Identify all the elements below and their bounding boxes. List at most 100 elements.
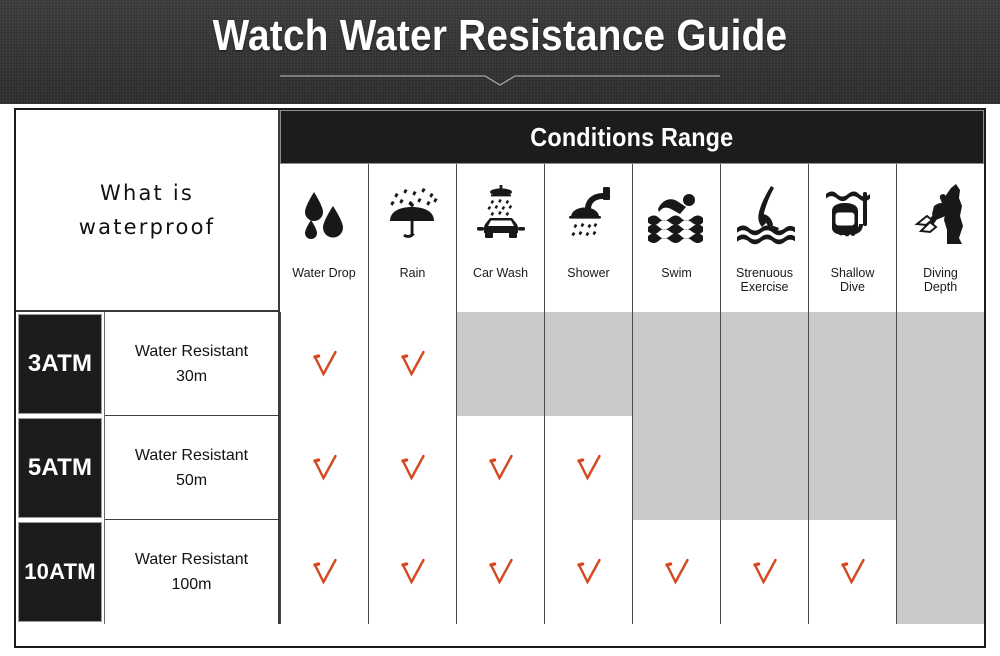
rating-badge: 5ATM bbox=[18, 418, 102, 518]
description-line-2: 30m bbox=[175, 368, 208, 385]
corner-title: What is waterproof bbox=[79, 176, 215, 244]
mark-cell-car-wash bbox=[456, 312, 544, 416]
mark-cell-rain bbox=[368, 312, 456, 416]
mark-cell-rain bbox=[368, 520, 456, 624]
condition-columns-header: Water Drop bbox=[280, 164, 984, 312]
column-header-label: Shallow Dive bbox=[809, 266, 897, 294]
mark-cell-swim bbox=[632, 416, 720, 520]
mark-cell-shower bbox=[544, 312, 632, 416]
orange-check-mark-icon bbox=[752, 558, 778, 586]
description-line-1: Water Resistant bbox=[134, 551, 249, 568]
label-line-1: Diving bbox=[923, 266, 958, 280]
column-header-shower: Shower bbox=[544, 164, 632, 312]
car-wash-icon bbox=[457, 164, 545, 266]
mark-cell-shallow-dive bbox=[808, 416, 896, 520]
column-header-diving-depth: Diving Depth bbox=[896, 164, 984, 312]
mark-cell-swim bbox=[632, 520, 720, 624]
label-line-1: Shallow bbox=[830, 266, 875, 280]
label-line-1: Water Drop bbox=[292, 266, 356, 280]
guide-sheet: What is waterproof Conditions Range bbox=[0, 104, 1000, 656]
snorkel-mask-icon bbox=[809, 164, 897, 266]
description-cell: Water Resistant 50m bbox=[104, 416, 280, 520]
label-line-2: Depth bbox=[923, 280, 958, 294]
column-header-label: Diving Depth bbox=[897, 266, 985, 294]
column-header-rain: Rain bbox=[368, 164, 456, 312]
label-line-1: Shower bbox=[567, 266, 610, 280]
orange-check-mark-icon bbox=[664, 558, 690, 586]
scuba-diver-cliff-icon bbox=[897, 164, 985, 266]
mark-cell-shower bbox=[544, 416, 632, 520]
mark-cell-diving-depth bbox=[896, 312, 984, 416]
orange-check-mark-icon bbox=[312, 558, 338, 586]
mark-cell-water-drop bbox=[280, 312, 368, 416]
rating-cell: 5ATM bbox=[16, 416, 104, 520]
rating-cell: 10ATM bbox=[16, 520, 104, 624]
label-line-2: Dive bbox=[839, 280, 865, 294]
mark-cell-rain bbox=[368, 416, 456, 520]
mark-cell-diving-depth bbox=[896, 416, 984, 520]
mark-cell-shallow-dive bbox=[808, 312, 896, 416]
label-line-2: Exercise bbox=[740, 280, 789, 294]
water-resistance-table: What is waterproof Conditions Range bbox=[14, 108, 986, 648]
mark-cell-strenuous-exercise bbox=[720, 416, 808, 520]
diver-entering-water-icon bbox=[721, 164, 809, 266]
column-header-car-wash: Car Wash bbox=[456, 164, 544, 312]
umbrella-rain-icon bbox=[369, 164, 457, 266]
table-row: 5ATM Water Resistant 50m bbox=[16, 416, 984, 520]
corner-title-line-1: What is bbox=[99, 181, 195, 205]
column-header-label: Car Wash bbox=[457, 266, 545, 280]
column-header-water-drop: Water Drop bbox=[280, 164, 368, 312]
table-row: 10ATM Water Resistant 100m bbox=[16, 520, 984, 624]
description-line-2: 50m bbox=[175, 472, 208, 489]
table-row: 3ATM Water Resistant 30m bbox=[16, 312, 984, 416]
shower-head-icon bbox=[545, 164, 633, 266]
corner-title-line-2: waterproof bbox=[78, 215, 216, 239]
label-line-1: Car Wash bbox=[472, 266, 529, 280]
orange-check-mark-icon bbox=[488, 558, 514, 586]
header-divider bbox=[280, 72, 720, 86]
orange-check-mark-icon bbox=[576, 454, 602, 482]
mark-cell-car-wash bbox=[456, 416, 544, 520]
column-header-label: Rain bbox=[369, 266, 457, 280]
description-cell: Water Resistant 100m bbox=[104, 520, 280, 624]
mark-cell-strenuous-exercise bbox=[720, 520, 808, 624]
mark-cell-car-wash bbox=[456, 520, 544, 624]
mark-cell-water-drop bbox=[280, 416, 368, 520]
orange-check-mark-icon bbox=[400, 454, 426, 482]
description-cell: Water Resistant 30m bbox=[104, 312, 280, 416]
rating-badge: 10ATM bbox=[18, 522, 102, 622]
table-corner-cell: What is waterproof bbox=[16, 110, 280, 312]
column-header-swim: Swim bbox=[632, 164, 720, 312]
mark-cell-water-drop bbox=[280, 520, 368, 624]
rating-badge: 3ATM bbox=[18, 314, 102, 414]
table-body: 3ATM Water Resistant 30m bbox=[16, 312, 984, 646]
label-line-1: Swim bbox=[661, 266, 692, 280]
label-line-1: Rain bbox=[399, 266, 426, 280]
rating-cell: 3ATM bbox=[16, 312, 104, 416]
orange-check-mark-icon bbox=[312, 350, 338, 378]
conditions-range-band: Conditions Range bbox=[280, 110, 984, 164]
page-title: Watch Water Resistance Guide bbox=[212, 11, 788, 60]
mark-cell-shallow-dive bbox=[808, 520, 896, 624]
mark-cell-swim bbox=[632, 312, 720, 416]
column-header-label: Water Drop bbox=[280, 266, 368, 280]
description-line-2: 100m bbox=[171, 576, 212, 593]
mark-cell-strenuous-exercise bbox=[720, 312, 808, 416]
swimmer-icon bbox=[633, 164, 721, 266]
orange-check-mark-icon bbox=[840, 558, 866, 586]
column-header-label: Swim bbox=[633, 266, 721, 280]
label-line-1: Strenuous bbox=[736, 266, 793, 280]
orange-check-mark-icon bbox=[400, 558, 426, 586]
orange-check-mark-icon bbox=[488, 454, 514, 482]
conditions-range-label: Conditions Range bbox=[530, 121, 734, 152]
description-line-1: Water Resistant bbox=[134, 343, 249, 360]
water-drop-icon bbox=[280, 164, 368, 266]
column-header-label: Shower bbox=[545, 266, 633, 280]
mark-cell-diving-depth bbox=[896, 520, 984, 624]
orange-check-mark-icon bbox=[312, 454, 338, 482]
column-header-label: Strenuous Exercise bbox=[721, 266, 809, 294]
orange-check-mark-icon bbox=[400, 350, 426, 378]
column-header-strenuous-exercise: Strenuous Exercise bbox=[720, 164, 808, 312]
page-header: Watch Water Resistance Guide bbox=[0, 0, 1000, 104]
orange-check-mark-icon bbox=[576, 558, 602, 586]
